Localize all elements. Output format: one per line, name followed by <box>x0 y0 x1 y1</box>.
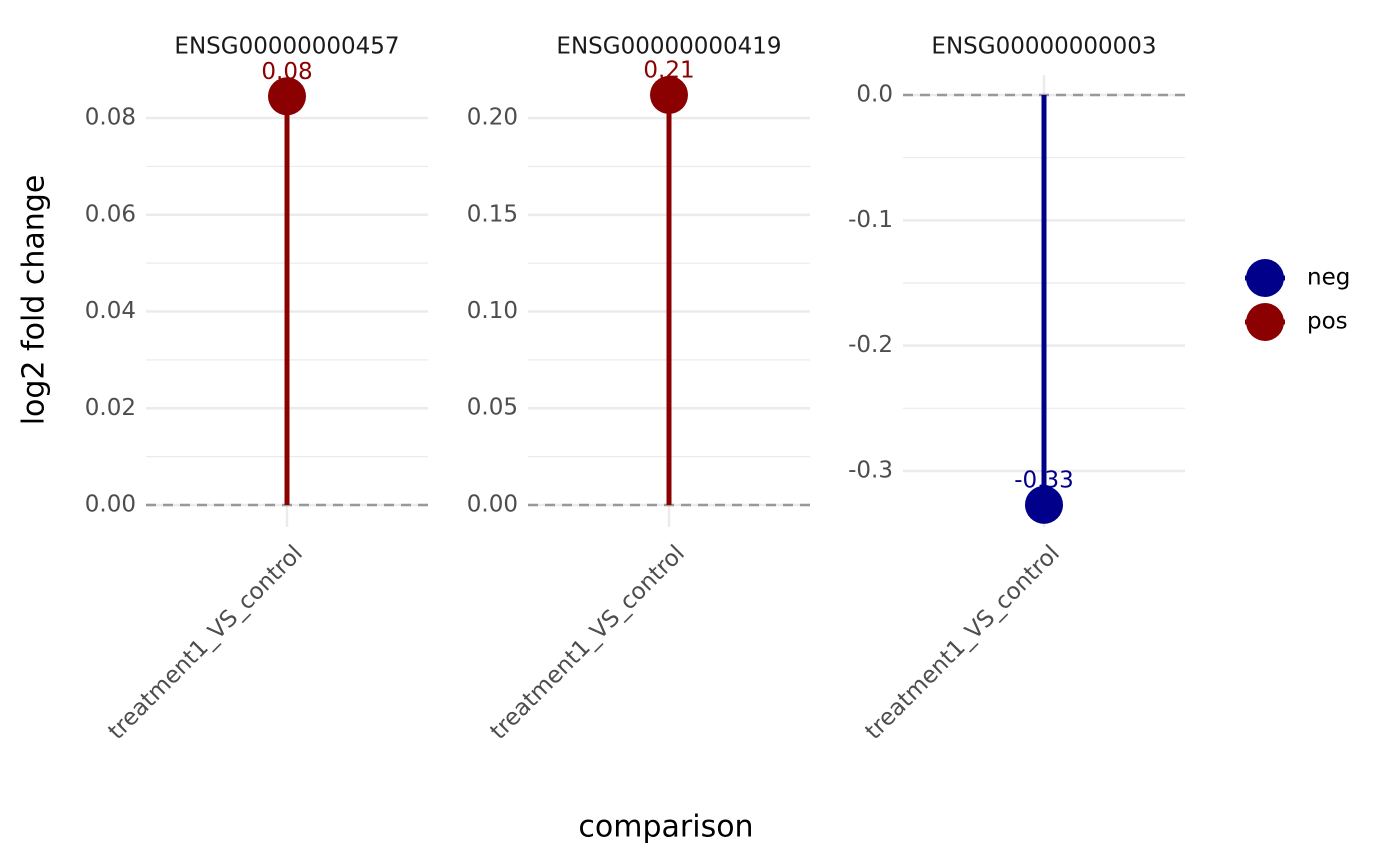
x-axis-title: comparison <box>578 810 753 845</box>
y-tick-label: 0.0 <box>856 82 893 108</box>
y-tick-label: 0.06 <box>85 201 136 227</box>
y-tick-label: 0.05 <box>467 395 518 421</box>
y-tick-label: 0.20 <box>467 105 518 131</box>
y-tick-label: -0.1 <box>848 207 893 233</box>
legend-key <box>1246 259 1284 297</box>
y-tick-label: 0.10 <box>467 298 518 324</box>
point <box>268 77 306 116</box>
point <box>1025 485 1063 524</box>
y-tick-label: 0.00 <box>85 491 136 517</box>
point <box>650 75 688 114</box>
x-tick-label: treatment1_VS_control <box>860 540 1064 744</box>
panel-title: ENSG00000000457 <box>174 34 399 60</box>
legend-key <box>1246 303 1284 341</box>
panel-title: ENSG00000000419 <box>556 34 781 60</box>
y-tick-label: 0.04 <box>85 298 136 324</box>
y-tick-label: -0.2 <box>848 332 893 358</box>
x-tick-label: treatment1_VS_control <box>103 540 307 744</box>
x-tick-label: treatment1_VS_control <box>485 540 689 744</box>
panel-title: ENSG00000000003 <box>931 34 1156 60</box>
legend-label: neg <box>1307 265 1350 291</box>
y-tick-label: 0.08 <box>85 105 136 131</box>
y-tick-label: 0.00 <box>467 491 518 517</box>
legend-label: pos <box>1307 309 1348 335</box>
y-tick-label: 0.02 <box>85 395 136 421</box>
y-tick-label: -0.3 <box>848 457 893 483</box>
y-axis-title: log2 fold change <box>17 175 52 426</box>
y-tick-label: 0.15 <box>467 201 518 227</box>
